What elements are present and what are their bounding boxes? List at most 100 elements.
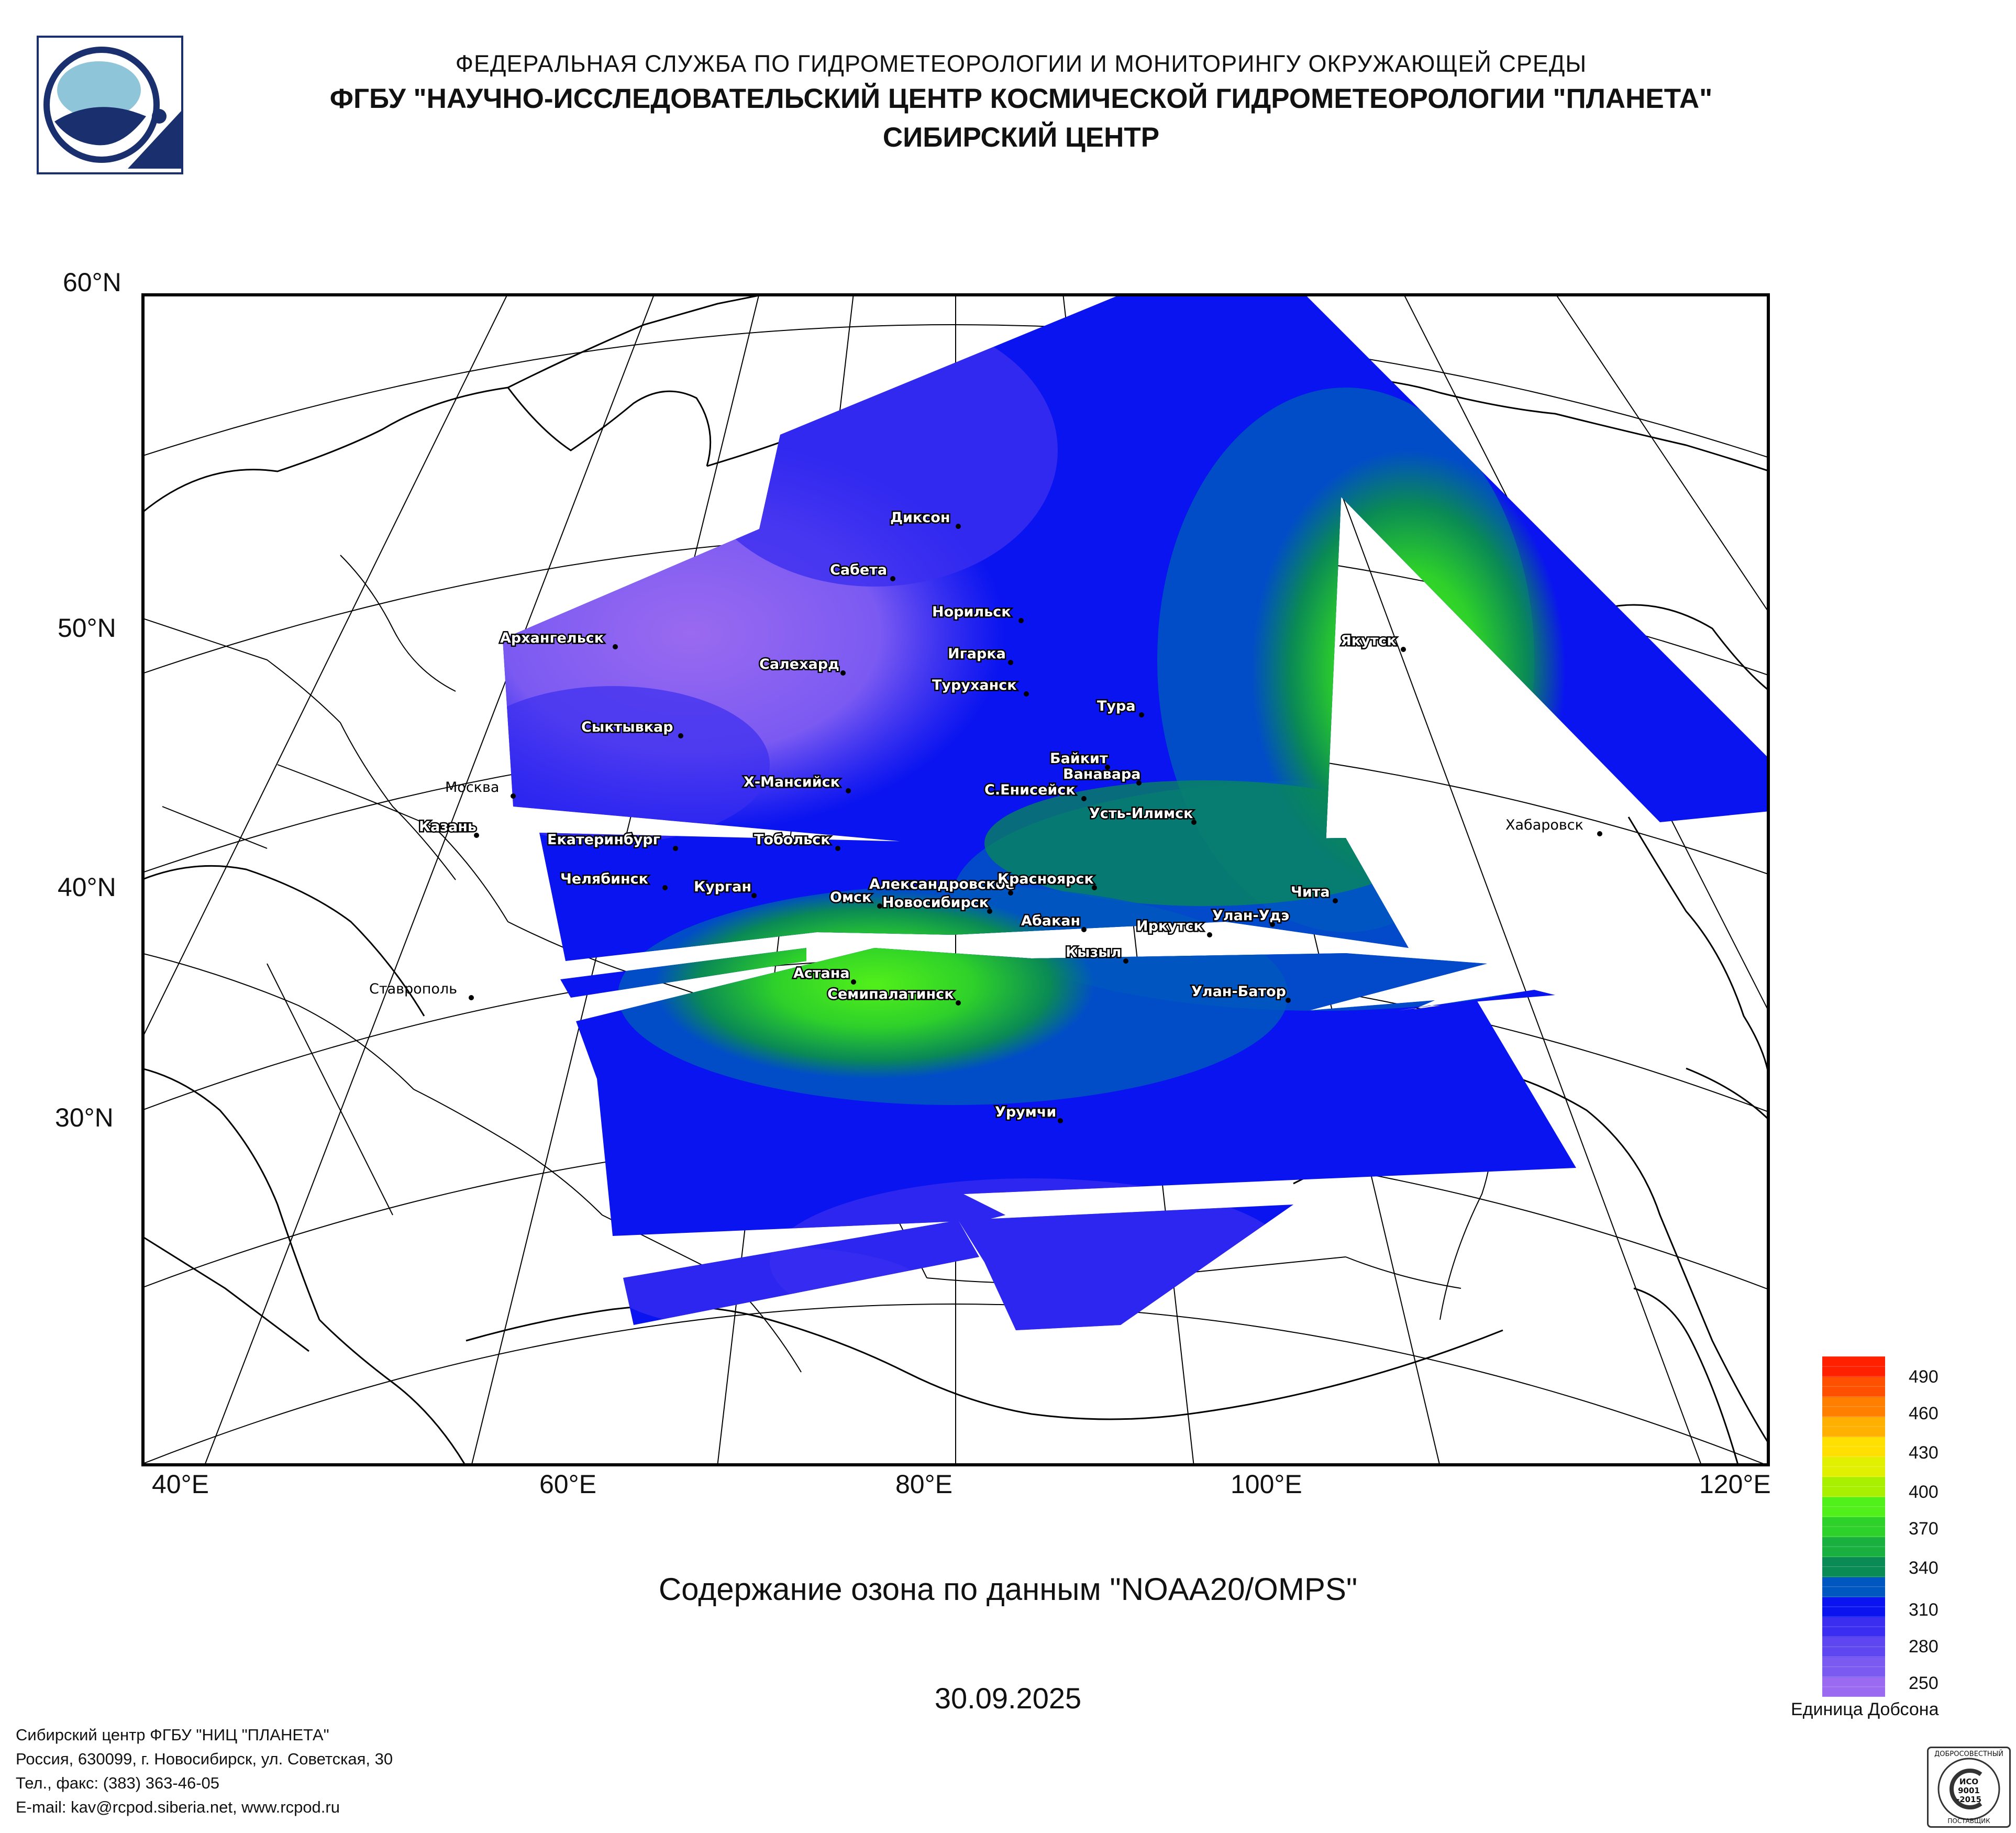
city-marker	[1092, 885, 1097, 890]
scale-tick-280: 280	[1909, 1637, 1939, 1657]
city-label: Туруханск	[932, 677, 1017, 693]
city-label: Новосибирск	[882, 895, 989, 911]
scale-tick-430: 430	[1909, 1443, 1939, 1463]
city-marker	[1018, 618, 1024, 623]
city-label: Улан-Батор	[1191, 984, 1286, 1000]
header-agency: ФЕДЕРАЛЬНАЯ СЛУЖБА ПО ГИДРОМЕТЕОРОЛОГИИ …	[455, 50, 1587, 77]
header-center: СИБИРСКИЙ ЦЕНТР	[882, 122, 1160, 153]
scale-tick-370: 370	[1909, 1519, 1939, 1539]
city-marker	[1286, 998, 1291, 1003]
scale-segment	[1822, 1396, 1885, 1417]
city-marker	[1597, 831, 1602, 836]
city-marker	[1081, 796, 1087, 801]
city-marker	[1270, 922, 1275, 927]
city-marker	[1139, 712, 1144, 717]
footer-email: E-mail: kav@rcpod.siberia.net, www.rcpod…	[16, 1798, 340, 1816]
scale-segment	[1822, 1496, 1885, 1517]
lat-label-40: 40°N	[58, 873, 116, 902]
scale-tick-400: 400	[1909, 1482, 1939, 1502]
scale-segment	[1822, 1356, 1885, 1377]
city-label: Диксон	[890, 510, 950, 526]
city-marker	[877, 903, 882, 909]
city-label: Абакан	[1021, 913, 1080, 929]
city-label: Кызыл	[1066, 944, 1121, 960]
scale-segment	[1822, 1376, 1885, 1397]
scale-segment	[1822, 1596, 1885, 1618]
scale-segment	[1822, 1416, 1885, 1437]
planeta-logo	[37, 36, 183, 174]
city-label: Норильск	[932, 604, 1011, 620]
city-label: Чита	[1291, 884, 1330, 900]
lon-label-80: 80°E	[895, 1470, 952, 1499]
city-label: Челябинск	[560, 871, 648, 887]
city-marker	[474, 833, 479, 838]
lon-label-100: 100°E	[1231, 1470, 1302, 1499]
badge-9001: 9001	[1958, 1786, 1980, 1795]
scale-segment	[1822, 1537, 1885, 1558]
city-marker	[1333, 898, 1338, 903]
city-label: Омск	[830, 889, 871, 906]
city-marker	[1105, 765, 1110, 770]
city-label: Семипалатинск	[827, 986, 954, 1002]
city-label: Архангельск	[500, 630, 604, 646]
scale-segment	[1822, 1456, 1885, 1477]
city-label: Урумчи	[995, 1104, 1056, 1120]
city-label: Игарка	[948, 646, 1006, 662]
city-label: Ставрополь	[369, 981, 457, 997]
map-date: 30.09.2025	[934, 1682, 1082, 1715]
map-frame	[141, 293, 1770, 1466]
city-label: Казань	[419, 819, 477, 835]
city-marker	[613, 644, 618, 649]
lon-label-120: 120°E	[1699, 1470, 1771, 1499]
city-label: Усть-Илимск	[1089, 805, 1193, 822]
city-label: Байкит	[1050, 750, 1108, 767]
city-marker	[890, 576, 895, 581]
city-label: Сыктывкар	[581, 719, 673, 735]
footer-contacts: Сибирский центр ФГБУ "НИЦ "ПЛАНЕТА" Росс…	[16, 1723, 393, 1819]
lon-label-60: 60°E	[539, 1470, 596, 1499]
city-marker	[1123, 958, 1128, 964]
city-label: Астана	[793, 965, 850, 981]
city-label: Тура	[1097, 698, 1136, 714]
city-marker	[956, 1000, 961, 1006]
city-marker	[1401, 647, 1406, 652]
city-marker	[1081, 927, 1087, 932]
scale-tick-490: 490	[1909, 1367, 1939, 1387]
city-label: Хабаровск	[1505, 817, 1583, 833]
city-marker	[987, 909, 992, 914]
city-label: Ванавара	[1063, 766, 1141, 782]
city-marker	[673, 846, 678, 851]
city-label: Якутск	[1341, 633, 1397, 649]
badge-iso: ИСО	[1959, 1777, 1979, 1786]
city-label: Красноярск	[998, 871, 1094, 887]
footer-org: Сибирский центр ФГБУ "НИЦ "ПЛАНЕТА"	[16, 1726, 329, 1744]
footer-phone: Тел., факс: (383) 363-46-05	[16, 1774, 220, 1792]
scale-tick-460: 460	[1909, 1404, 1939, 1423]
city-marker	[469, 995, 474, 1000]
city-marker	[678, 733, 683, 738]
iso-badge: ДОБРОСОВЕСТНЫЙ ИСО 9001 -2015 ПОСТАВЩИК	[1927, 1747, 2011, 1828]
lat-label-60: 60°N	[63, 268, 121, 297]
city-marker	[956, 524, 961, 529]
city-label: Улан-Удэ	[1212, 908, 1289, 924]
city-marker	[1207, 932, 1212, 937]
city-label: Х-Мансийск	[744, 774, 840, 790]
map-caption: Содержание озона по данным "NOAA20/OMPS"	[658, 1572, 1358, 1607]
city-marker	[511, 793, 516, 799]
city-label: Курган	[694, 879, 751, 895]
city-label: Александровское	[869, 876, 1015, 892]
scale-segment	[1822, 1556, 1885, 1577]
scale-segment	[1822, 1436, 1885, 1457]
lat-label-30: 30°N	[55, 1103, 114, 1132]
city-marker	[751, 893, 757, 898]
lon-label-40: 40°E	[152, 1470, 209, 1499]
city-marker	[840, 670, 846, 676]
city-marker	[846, 788, 851, 793]
badge-2015: -2015	[1956, 1795, 1981, 1804]
city-marker	[1008, 890, 1013, 896]
city-marker	[1024, 691, 1029, 697]
scale-segment	[1822, 1657, 1885, 1677]
city-marker	[1136, 780, 1142, 786]
city-label: Москва	[445, 779, 499, 796]
scale-tick-250: 250	[1909, 1673, 1939, 1693]
